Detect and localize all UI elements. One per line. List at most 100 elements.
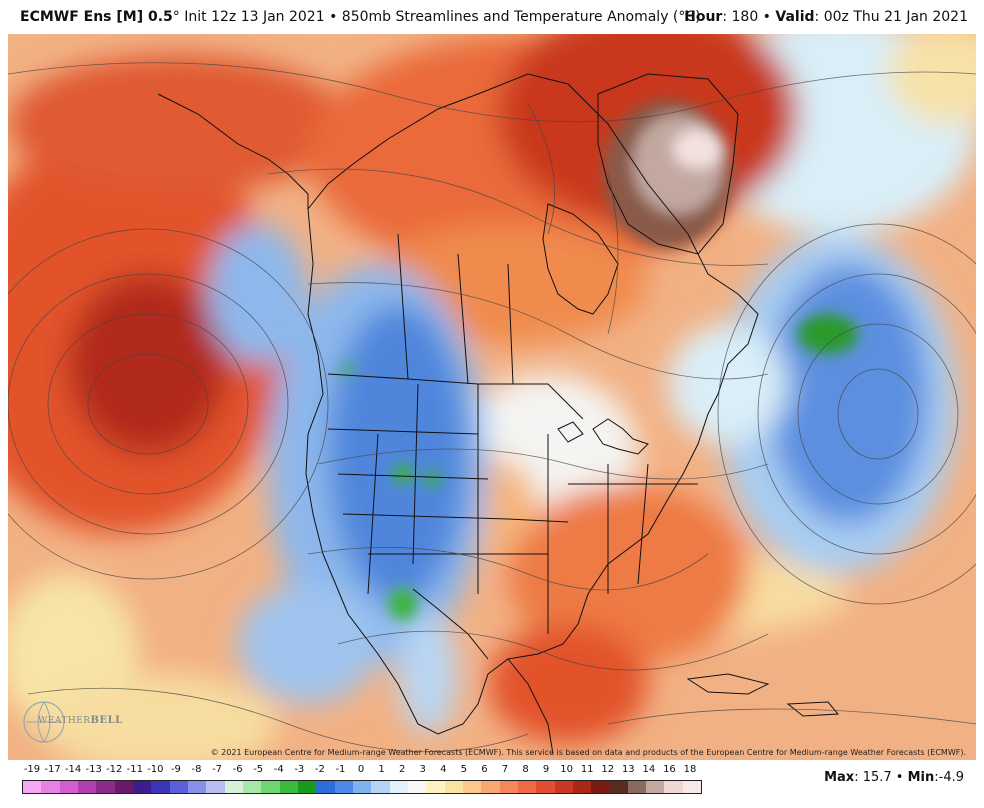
color-scale-swatch [462, 781, 482, 793]
color-scale-swatch [279, 781, 298, 793]
color-scale-swatch [206, 781, 225, 793]
color-scale-swatch [554, 781, 573, 793]
color-scale-swatch [627, 781, 647, 793]
color-scale-swatch [536, 781, 555, 793]
color-scale-tick-label: 6 [481, 764, 488, 775]
color-scale-tick-label: 0 [357, 764, 365, 775]
color-scale-tick-label: 14 [642, 764, 656, 775]
color-scale-tick-label: -1 [335, 764, 346, 775]
min-label: Min [907, 770, 935, 785]
color-scale-tick-label: -14 [64, 764, 82, 775]
color-scale-swatch [389, 781, 408, 793]
color-scale-tick-label: 4 [440, 764, 447, 775]
field-stats: Max: 15.7 • Min:-4.9 [824, 770, 964, 785]
max-value: : 15.7 [854, 770, 892, 785]
color-scale-swatch [59, 781, 78, 793]
copyright-notice: © 2021 European Centre for Medium-range … [210, 748, 966, 757]
color-scale-tick-label: 8 [522, 764, 529, 775]
color-scale-swatch [646, 781, 665, 793]
color-scale-tick-label: -4 [273, 764, 284, 775]
color-scale-swatch [151, 781, 170, 793]
color-scale-swatch [96, 781, 115, 793]
map-title: ECMWF Ens [M] 0.5° Init 12z 13 Jan 2021 … [20, 0, 701, 34]
color-scale-tick-label: 1 [378, 764, 385, 775]
color-scale-tick-label: 11 [580, 764, 594, 775]
color-scale-tick-label: -3 [294, 764, 305, 775]
temperature-anomaly-field [8, 34, 976, 760]
color-scale-tick-label: 16 [663, 764, 676, 775]
color-scale-swatch [41, 781, 60, 793]
color-scale-swatch [426, 781, 445, 793]
color-scale-swatch [371, 781, 390, 793]
color-scale-tick-label: 3 [419, 764, 426, 775]
color-scale-tick-label: -17 [44, 764, 61, 775]
logo-word-weather: WEATHER [38, 716, 91, 726]
stats-separator: • [891, 770, 908, 785]
coastlines-and-borders [157, 73, 840, 755]
color-scale-swatch [444, 781, 463, 793]
color-scale-tick-label: -13 [85, 764, 102, 775]
color-scale-tick-label: 18 [683, 764, 697, 775]
color-scale-tick-label: 2 [398, 764, 406, 775]
color-scale-swatch [664, 781, 683, 793]
streamlines [8, 62, 976, 753]
color-scale-swatch [297, 781, 317, 793]
forecast-time: Hour: 180 • Valid: 00z Thu 21 Jan 2021 [684, 0, 968, 34]
min-value: :-4.9 [934, 770, 964, 785]
logo-globe-icon [23, 701, 65, 743]
hour-value: : 180 [722, 9, 759, 25]
color-scale-swatch [316, 781, 335, 793]
color-scale-swatch [481, 781, 500, 793]
valid-value: : 00z Thu 21 Jan 2021 [814, 9, 968, 25]
color-scale-swatch [352, 781, 372, 793]
logo-wordmark: WEATHERBELL [38, 715, 123, 726]
color-scale-swatch [224, 781, 243, 793]
max-label: Max [824, 770, 855, 785]
weatherbell-logo: WEATHERBELL [22, 698, 122, 746]
color-scale-swatch [169, 781, 188, 793]
color-scale-tick-label: -5 [253, 764, 264, 775]
model-name: ECMWF Ens [M] 0.5 [20, 9, 173, 25]
color-scale-tick-label: -9 [170, 764, 181, 775]
color-scale-swatch [517, 781, 537, 793]
color-scale-tick-label: -2 [314, 764, 325, 775]
color-scale-labels: -19 -17 -14 -13 -12 -11 -10 -9 -8 -7 -6 -5 -4 -3 -2 -1 0… [22, 764, 702, 778]
color-scale-swatch [77, 781, 97, 793]
color-scale-tick-label: 5 [460, 764, 467, 775]
color-scale-tick-label: 12 [601, 764, 615, 775]
degree-symbol: ° [172, 9, 180, 25]
color-scale-swatch [114, 781, 133, 793]
logo-word-bell: BELL [90, 715, 123, 726]
color-scale-tick-label: 7 [501, 764, 509, 775]
time-separator: • [758, 9, 776, 25]
color-scale-tick-label: -10 [147, 764, 164, 775]
hour-label: Hour [684, 9, 723, 25]
color-scale-swatch [242, 781, 262, 793]
color-scale-swatch [23, 781, 42, 793]
map-header: ECMWF Ens [M] 0.5° Init 12z 13 Jan 2021 … [0, 0, 984, 34]
color-scale-tick-label: 10 [560, 764, 573, 775]
product-name: 850mb Streamlines and Temperature Anomal… [341, 9, 701, 25]
color-scale-swatch [261, 781, 280, 793]
valid-label: Valid [775, 9, 815, 25]
map-canvas [8, 34, 976, 760]
color-scale-swatch [407, 781, 427, 793]
color-scale-tick-label: -6 [232, 764, 243, 775]
color-scale-swatch [187, 781, 207, 793]
color-scale-swatch [334, 781, 353, 793]
color-scale-swatch [132, 781, 152, 793]
anomaly-map[interactable]: WEATHERBELL © 2021 European Centre for M… [8, 34, 976, 760]
color-scale-swatch [572, 781, 592, 793]
color-scale-swatch [609, 781, 628, 793]
color-scale-tick-label: -19 [23, 764, 41, 775]
color-scale-tick-label: -11 [126, 764, 143, 775]
color-scale-tick-label: -12 [106, 764, 123, 775]
color-scale: -19 -17 -14 -13 -12 -11 -10 -9 -8 -7 -6 -5 -4 -3 -2 -1 0… [22, 764, 702, 798]
color-scale-tick-label: 13 [621, 764, 635, 775]
color-scale-tick-label: -8 [191, 764, 202, 775]
title-separator: • [324, 9, 342, 25]
color-scale-tick-label: -7 [212, 764, 223, 775]
color-scale-swatch [682, 781, 702, 793]
color-scale-swatch [591, 781, 610, 793]
color-scale-bar [22, 780, 702, 794]
